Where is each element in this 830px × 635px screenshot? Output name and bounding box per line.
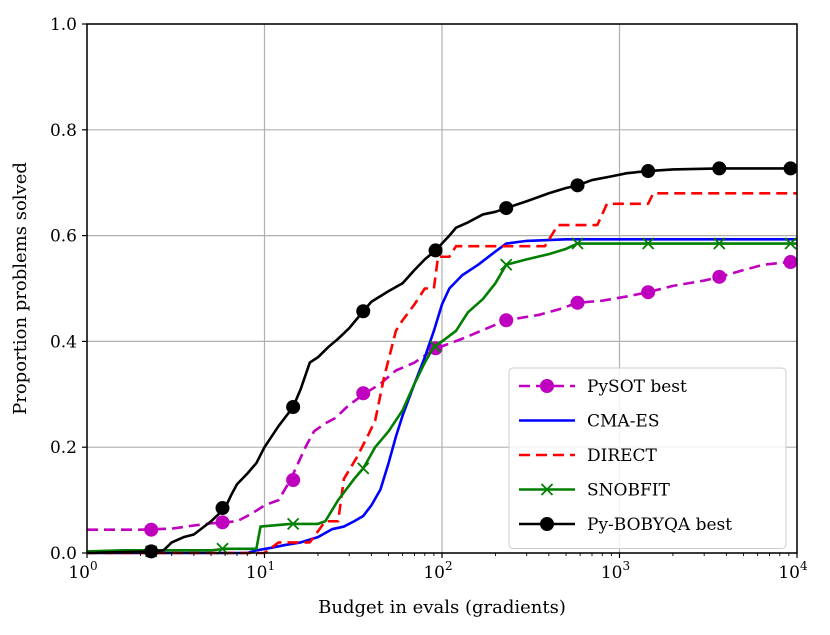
data-point-py-bobyqa-best	[144, 544, 159, 559]
y-axis-label: Proportion problems solved	[10, 162, 31, 415]
series-cma-es	[87, 238, 797, 555]
legend-marker-py-bobyqa-best	[540, 517, 554, 531]
data-point-snobfit	[571, 237, 584, 250]
x-tick-label: 100	[68, 559, 97, 583]
data-point-pysot-best	[286, 472, 301, 487]
marker-stroke	[571, 237, 584, 250]
data-point-pysot-best	[641, 285, 656, 300]
data-point-snobfit	[500, 258, 513, 271]
data-point-pysot-best	[712, 269, 727, 284]
data-point-pysot-best	[215, 515, 230, 530]
data-point-py-bobyqa-best	[712, 161, 727, 176]
series-py-bobyqa-best	[86, 161, 798, 559]
legend-marker-snobfit	[540, 483, 554, 496]
data-point-snobfit	[357, 462, 370, 475]
marker-stroke	[713, 237, 726, 250]
legend-item-cma-es: CMA-ES	[519, 412, 660, 432]
legend-items: PySOT best CMA-ES DIRECT SNOBFIT Py-BOBYQA b…	[519, 377, 732, 535]
series-line-pysot-best	[87, 260, 797, 532]
legend-label-pysot-best: PySOT best	[587, 377, 687, 397]
data-point-py-bobyqa-best	[215, 501, 230, 516]
legend-item-py-bobyqa-best: Py-BOBYQA best	[519, 515, 732, 535]
marker-stroke	[784, 237, 797, 250]
y-tick-label: 0.4	[50, 332, 77, 352]
marker-stroke	[287, 517, 300, 531]
x-tick-label: 101	[246, 559, 275, 583]
legend-label-py-bobyqa-best: Py-BOBYQA best	[587, 515, 732, 535]
data-point-py-bobyqa-best	[428, 243, 443, 258]
legend-label-snobfit: SNOBFIT	[587, 481, 670, 501]
data-point-snobfit	[713, 237, 726, 250]
y-tick-label: 0.0	[50, 544, 77, 564]
data-point-pysot-best	[356, 386, 371, 401]
axis-ticks: 100 101 102 103 104 0.0 0.2 0.4 0.6 0.8 1.0	[50, 15, 808, 583]
data-point-pysot-best	[499, 313, 514, 328]
series-line-cma-es	[87, 238, 797, 555]
marker-stroke	[429, 340, 442, 353]
data-point-pysot-best	[144, 522, 159, 537]
legend-marker-pysot-best	[540, 379, 554, 393]
x-axis-label: Budget in evals (gradients)	[318, 597, 566, 618]
data-point-snobfit	[287, 517, 300, 531]
series-layer	[86, 161, 798, 559]
x-tick-label: 102	[423, 559, 452, 583]
legend-box	[508, 367, 787, 549]
data-point-snobfit	[784, 237, 797, 250]
legend-label-cma-es: CMA-ES	[587, 412, 660, 432]
data-point-py-bobyqa-best	[356, 304, 371, 319]
data-point-snobfit	[642, 237, 655, 250]
series-line-snobfit	[86, 242, 797, 553]
legend-item-snobfit: SNOBFIT	[519, 481, 670, 501]
marker-stroke	[500, 258, 513, 271]
data-point-py-bobyqa-best	[641, 164, 656, 179]
x-tick-label: 103	[601, 559, 630, 583]
y-tick-label: 0.6	[50, 227, 77, 247]
data-point-py-bobyqa-best	[570, 178, 585, 193]
data-point-snobfit	[429, 340, 442, 353]
data-point-pysot-best	[783, 255, 798, 270]
series-pysot-best	[87, 255, 798, 537]
y-tick-label: 0.8	[50, 121, 77, 141]
legend-item-pysot-best: PySOT best	[519, 377, 687, 397]
data-point-py-bobyqa-best	[783, 161, 798, 176]
data-point-pysot-best	[570, 295, 585, 310]
marker-stroke	[642, 237, 655, 250]
data-point-py-bobyqa-best	[286, 399, 301, 414]
legend: PySOT best CMA-ES DIRECT SNOBFIT Py-BOBYQA b…	[508, 367, 787, 549]
legend-item-direct: DIRECT	[519, 446, 658, 466]
marker-stroke	[540, 483, 554, 496]
y-tick-label: 0.2	[50, 438, 77, 458]
data-point-py-bobyqa-best	[499, 201, 514, 216]
marker-stroke	[357, 462, 370, 475]
x-tick-label: 104	[778, 559, 808, 583]
y-tick-label: 1.0	[50, 15, 77, 35]
legend-label-direct: DIRECT	[587, 446, 658, 466]
